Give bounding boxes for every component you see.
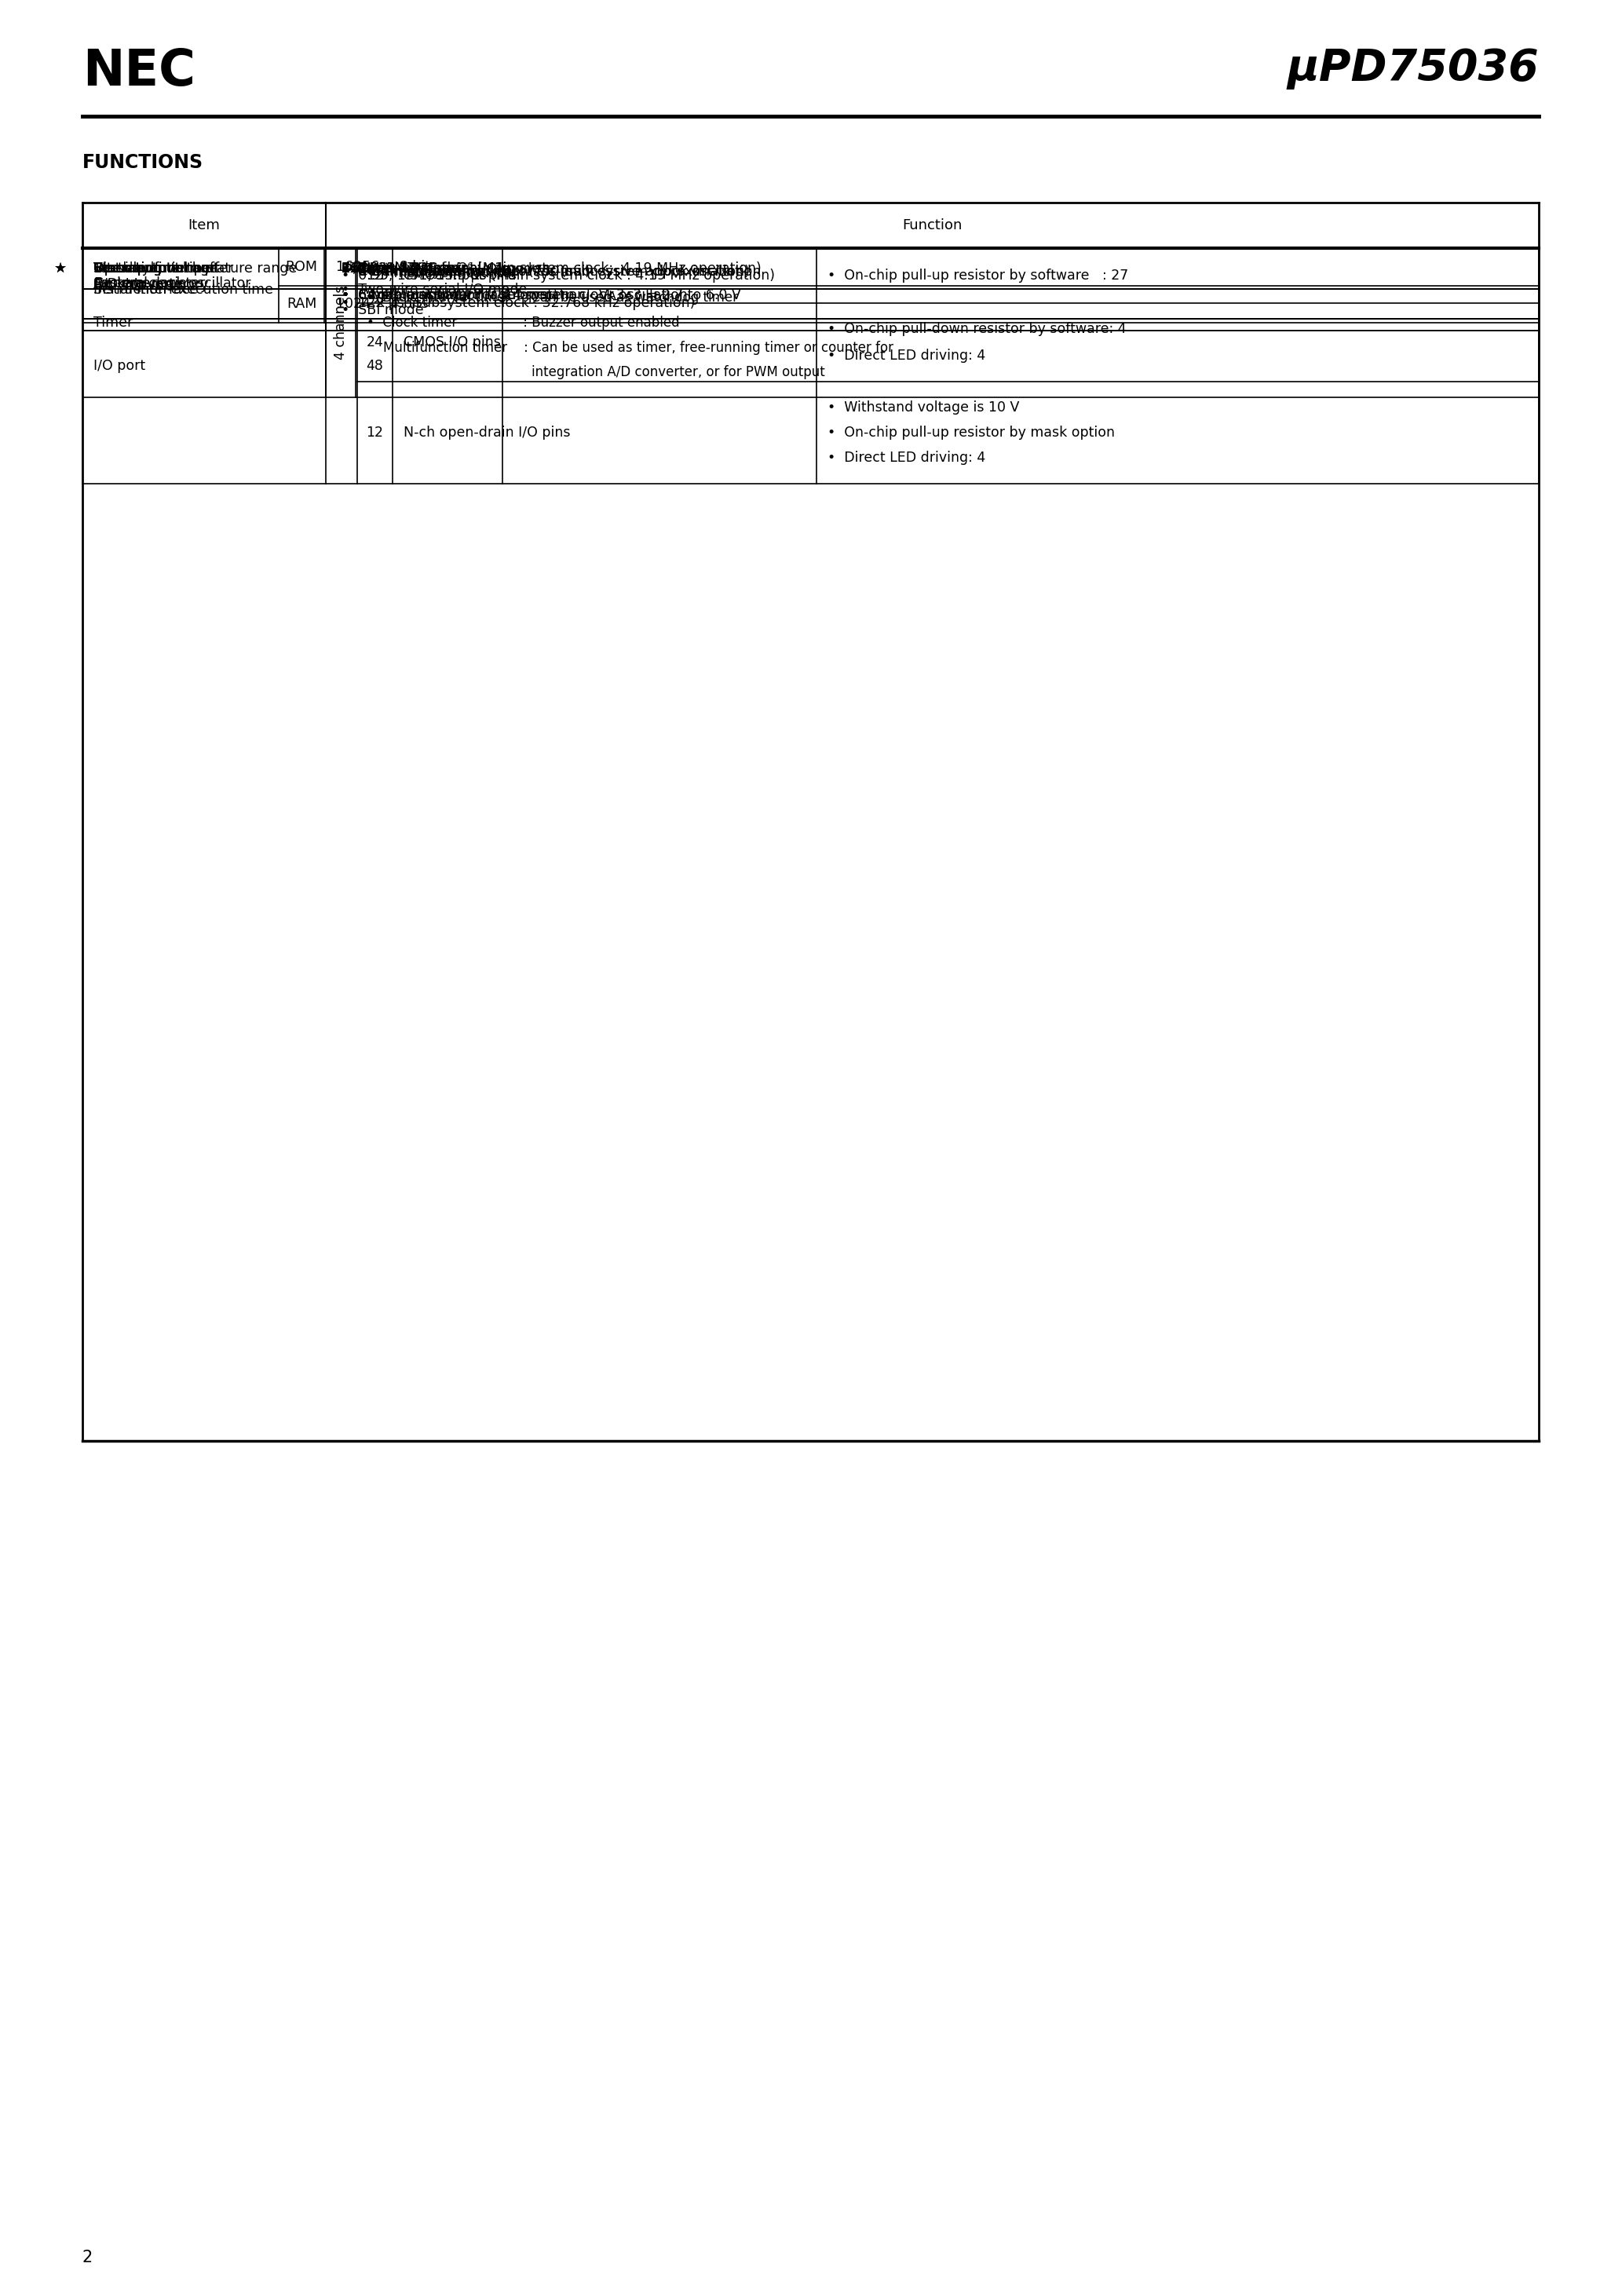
Text: Bit sequential buffer: Bit sequential buffer [94,262,234,276]
Text: •  Basic interval timer   : Can be used as watchdog timer: • Basic interval timer : Can be used as … [367,292,738,305]
Text: NEC: NEC [83,48,196,96]
Text: A/D converter: A/D converter [94,276,188,292]
Text: RAM: RAM [287,296,316,312]
Text: •  Capable of low-voltage operation:  Vᴀ3ᴀ3 = 2.7 to 6.0 V: • Capable of low-voltage operation: Vᴀ3ᴀ… [342,289,741,303]
Text: Timer: Timer [94,315,133,331]
Text: Standby function: Standby function [94,262,209,276]
Text: •  Withstand voltage is 10 V: • Withstand voltage is 10 V [827,400,1019,413]
Text: ★: ★ [54,262,67,276]
Text: •  Three-wire serial I/O mode: • Three-wire serial I/O mode [342,262,540,276]
Text: System clock oscillator: System clock oscillator [94,276,251,292]
Text: 16 bits: 16 bits [342,262,388,276]
Text: •  SBI mode: • SBI mode [342,303,423,317]
Text: Operating voltage: Operating voltage [94,262,217,276]
Text: Multifunction timer    : Can be used as timer, free-running timer or counter for: Multifunction timer : Can be used as tim… [367,340,894,354]
Text: 4 channels: 4 channels [334,285,347,360]
Text: Function: Function [902,218,962,232]
Text: 2: 2 [83,2250,92,2266]
Text: •  64-pin plastic shrink DIP (750 mil): • 64-pin plastic shrink DIP (750 mil) [342,264,590,278]
Text: ROM: ROM [285,259,318,273]
Text: μPD75036: μPD75036 [1286,48,1539,90]
Text: •  0.95, 1.91, 15.3 μs (Main system clock : 4.19 MHz operation): • 0.95, 1.91, 15.3 μs (Main system clock… [342,269,775,282]
Text: Package: Package [94,276,151,292]
Text: N-ch open-drain I/O pins: N-ch open-drain I/O pins [404,425,571,441]
Text: Clock output: Clock output [94,262,180,276]
Text: General register: General register [94,276,204,292]
Text: •  122 μs (Subsystem clock : 32.768 kHz operation): • 122 μs (Subsystem clock : 32.768 kHz o… [342,296,696,310]
Text: CMOS I/O pins: CMOS I/O pins [404,335,501,349]
Text: •  Direct LED driving: 4: • Direct LED driving: 4 [827,450,986,466]
Text: FUNCTIONS: FUNCTIONS [83,154,203,172]
Text: 48: 48 [367,358,383,372]
Text: –40 to +85 °C: –40 to +85 °C [342,262,438,276]
Text: ★: ★ [54,262,67,276]
Text: CMOS input pins: CMOS input pins [404,269,516,282]
Text: •  8-bit resolution × 8 channels (successive-approximation): • 8-bit resolution × 8 channels (success… [342,264,749,278]
Text: STOP/HALT mode: STOP/HALT mode [342,262,459,276]
Text: 1024 × 4 bits: 1024 × 4 bits [336,296,428,312]
Text: External : 3, Internal : 4: External : 3, Internal : 4 [342,262,503,276]
Text: 12: 12 [367,425,383,441]
Text: Operating temperature range: Operating temperature range [94,262,297,276]
Text: •  8-bit manipulation  : 4: • 8-bit manipulation : 4 [342,289,509,303]
Text: •  4-bit manipulation  : 8: • 4-bit manipulation : 8 [342,264,509,278]
Text: 2.7 to 6.0 V: 2.7 to 6.0 V [342,262,420,276]
Text: •  On-chip pull-up resistor by software   : 27: • On-chip pull-up resistor by software :… [827,269,1129,282]
Text: 24: 24 [367,335,383,349]
Text: Vectored interrupt: Vectored interrupt [94,262,219,276]
Text: •  Ceramic/crystal oscillator for main system clock oscillation: • Ceramic/crystal oscillator for main sy… [342,264,761,278]
Text: On-chip memory: On-chip memory [94,278,208,292]
Text: integration A/D converter, or for PWM output: integration A/D converter, or for PWM ou… [367,365,826,379]
Text: •  Timer/event counter: • Timer/event counter [367,266,516,280]
Text: •  Direct LED driving: 4: • Direct LED driving: 4 [827,349,986,363]
Text: •  Crystal oscillator for subsystem clock oscillation: • Crystal oscillator for subsystem clock… [342,289,688,303]
Text: Φ, fx/2³, fx/2⁴, fx/2⁶ (Main system clock:  4.19 MHz operation): Φ, fx/2³, fx/2⁴, fx/2⁶ (Main system cloc… [342,262,761,276]
Text: •  On-chip pull-down resistor by software: 4: • On-chip pull-down resistor by software… [827,321,1126,335]
Text: Instruction execution time: Instruction execution time [94,282,272,296]
Text: •  Clock timer                : Buzzer output enabled: • Clock timer : Buzzer output enabled [367,315,680,331]
Text: •  Two-wire serial I/O mode: • Two-wire serial I/O mode [342,282,527,296]
Text: Test input: Test input [94,262,161,276]
Text: 16256 × 8 bits: 16256 × 8 bits [336,259,438,273]
Text: Serial interface: Serial interface [94,282,198,296]
Text: 12: 12 [367,269,383,282]
Text: •  64-pin plastic QFP (□14 mm): • 64-pin plastic QFP (□14 mm) [342,289,558,303]
Text: I/O port: I/O port [94,358,146,372]
Text: External : 1, Internal : 1: External : 1, Internal : 1 [342,262,503,276]
Text: Item: Item [188,218,221,232]
Text: •  On-chip pull-up resistor by mask option: • On-chip pull-up resistor by mask optio… [827,425,1114,441]
